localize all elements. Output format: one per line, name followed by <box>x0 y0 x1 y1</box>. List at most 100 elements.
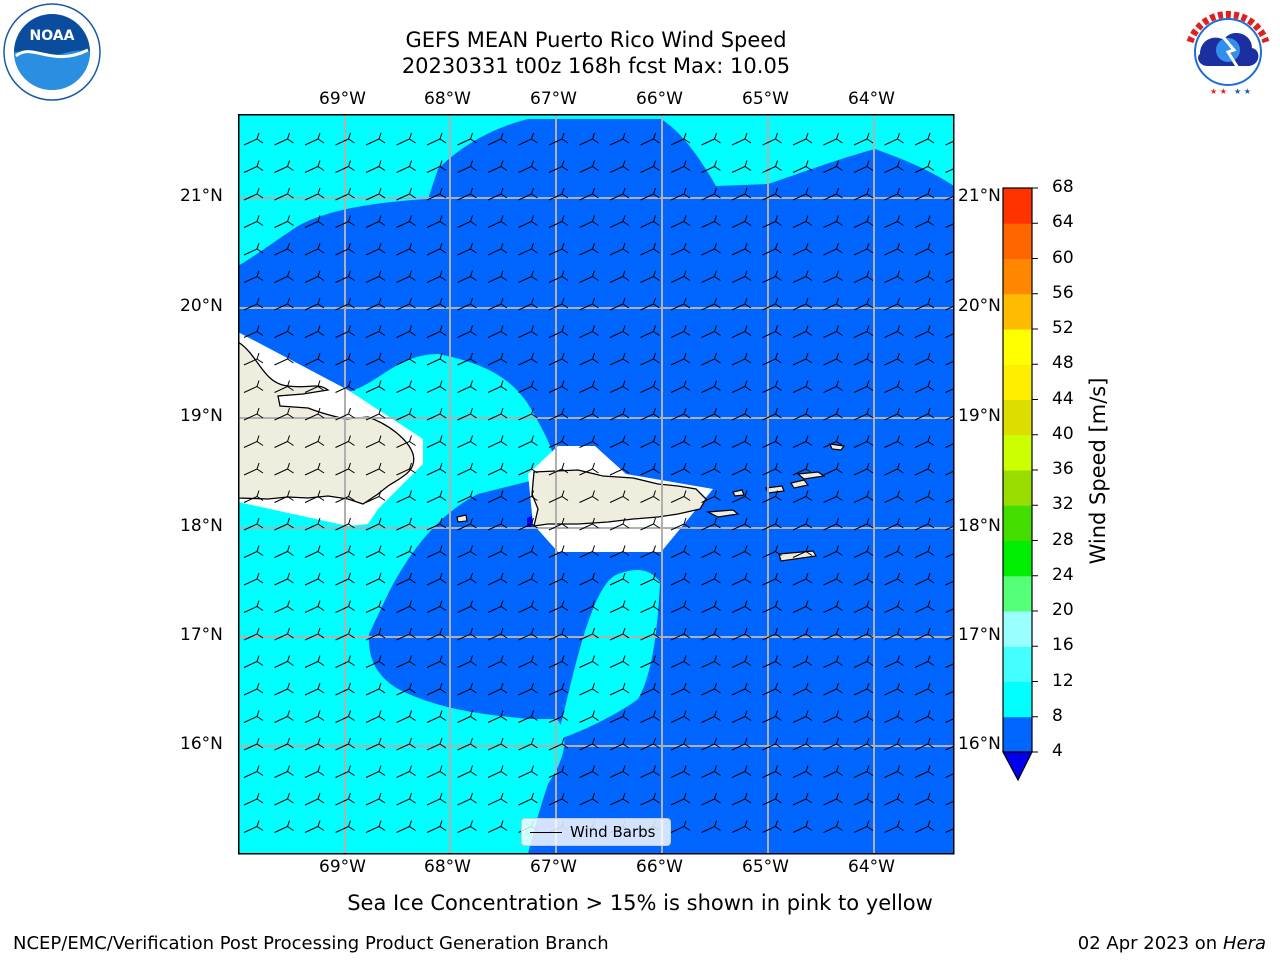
wind-barb <box>731 627 752 641</box>
wind-barb <box>670 572 691 586</box>
wind-barb <box>487 820 508 833</box>
wind-barb <box>396 655 416 668</box>
wind-barb <box>518 435 538 448</box>
wind-barb <box>731 737 752 751</box>
lon-label-top-68w: 68°W <box>424 89 471 109</box>
wind-barb <box>914 682 935 696</box>
lon-label-bottom-66w: 66°W <box>636 857 683 877</box>
colorbar-tick-label: 4 <box>1052 741 1063 761</box>
wind-barb <box>518 132 538 146</box>
wind-barb <box>487 600 508 613</box>
wind-barb <box>579 160 599 173</box>
wind-barb <box>823 352 843 366</box>
wind-barb <box>579 270 599 283</box>
wind-barb <box>548 462 569 476</box>
wind-barb <box>335 187 355 201</box>
wind-barb <box>518 627 538 641</box>
wind-barb <box>335 380 355 393</box>
colorbar <box>1001 187 1038 782</box>
svg-text:★ ★: ★ ★ <box>1210 87 1227 96</box>
wind-barb <box>823 160 843 173</box>
wind-barb <box>792 682 813 696</box>
wind-barb <box>457 792 477 806</box>
wind-barb <box>396 215 416 228</box>
wind-barb <box>762 600 782 613</box>
wind-barb <box>243 682 264 696</box>
wind-field-light-north <box>238 114 954 266</box>
noaa-logo-text: NOAA <box>30 28 75 44</box>
map-subtitle: 20230331 t00z 168h fcst Max: 10.05 <box>401 54 791 78</box>
wind-barb <box>548 435 569 448</box>
wind-barb <box>853 297 874 311</box>
wind-barb <box>731 270 752 283</box>
wind-barb <box>426 297 447 311</box>
wind-barb <box>304 655 325 668</box>
wind-barb <box>487 792 508 806</box>
wind-barb <box>243 242 264 256</box>
wind-barb <box>884 820 904 833</box>
wind-barb <box>914 737 935 751</box>
wind-barb <box>914 655 935 668</box>
wind-barb <box>426 792 447 806</box>
wind-barb <box>731 820 752 833</box>
wind-barb <box>304 600 325 613</box>
wind-barb <box>884 407 904 421</box>
wind-barb <box>243 407 264 421</box>
wind-barb <box>792 407 813 421</box>
wind-barb <box>457 545 477 558</box>
wind-barb <box>304 572 325 586</box>
wind-barb <box>548 215 569 228</box>
wind-barb <box>487 242 508 256</box>
wind-barb <box>670 297 691 311</box>
wind-barb <box>823 297 843 311</box>
land-mona <box>456 514 468 523</box>
land-culebra <box>732 489 745 497</box>
wind-barb <box>243 435 264 448</box>
wind-barb <box>823 132 843 146</box>
wind-barb <box>853 517 874 531</box>
wind-barb <box>579 572 599 586</box>
wind-barb <box>426 160 447 173</box>
wind-barb <box>548 600 569 613</box>
wind-barb <box>457 572 477 586</box>
wind-barb <box>701 462 721 476</box>
wind-barb <box>762 325 782 338</box>
wind-barb <box>518 710 538 723</box>
wind-barb <box>518 380 538 393</box>
wind-barb <box>792 160 813 173</box>
wind-barb <box>426 352 447 366</box>
wind-barb <box>548 325 569 338</box>
wind-barb <box>945 305 954 311</box>
wind-barb <box>243 820 264 833</box>
wind-barb <box>731 215 752 228</box>
lon-label-top-67w: 67°W <box>530 89 577 109</box>
wind-barb <box>396 710 416 723</box>
wind-barb <box>243 462 264 476</box>
wind-barb <box>548 655 569 668</box>
colorbar-band <box>1003 611 1032 647</box>
wind-barb <box>609 380 630 393</box>
gridlines <box>238 114 954 854</box>
wind-barb <box>426 600 447 613</box>
wind-barb <box>884 297 904 311</box>
wind-barb <box>884 187 904 201</box>
wind-barb <box>396 682 416 696</box>
wind-barb <box>609 160 630 173</box>
wind-barb <box>396 160 416 173</box>
wind-barb <box>304 380 325 393</box>
legend-label: Wind Barbs <box>570 823 656 841</box>
wind-barb <box>609 517 630 531</box>
wind-barb <box>304 242 325 256</box>
wind-barb <box>335 160 355 173</box>
wind-barb <box>335 132 355 146</box>
wind-barb <box>457 682 477 696</box>
wind-barb <box>426 380 447 393</box>
nws-logo: ★ ★ ★ ★ <box>1178 2 1278 106</box>
wind-barb <box>335 325 355 338</box>
wind-barb <box>945 608 954 613</box>
wind-barb <box>457 160 477 173</box>
wind-barb <box>884 572 904 586</box>
wind-barb <box>914 407 935 421</box>
wind-barb <box>670 352 691 366</box>
wind-barb <box>243 600 264 613</box>
